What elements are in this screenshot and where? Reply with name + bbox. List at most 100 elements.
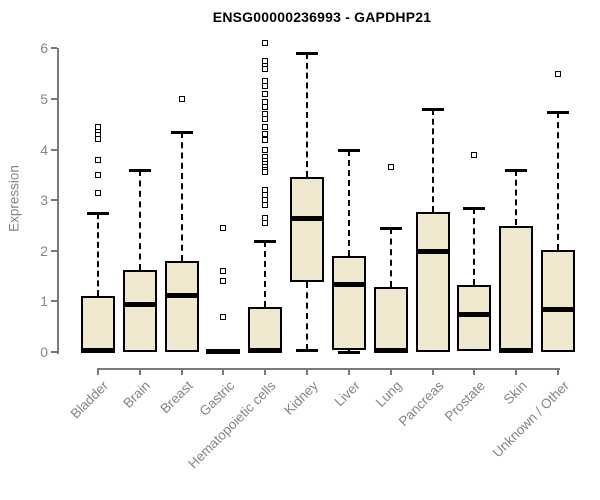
upper-whisker xyxy=(97,212,99,297)
boxplot-box xyxy=(331,255,366,351)
upper-whisker xyxy=(264,240,267,308)
y-axis-tick xyxy=(51,300,57,303)
boxplot-box xyxy=(457,285,492,351)
upper-whisker-cap xyxy=(463,206,486,210)
upper-whisker-cap xyxy=(128,168,151,172)
outlier-point xyxy=(178,96,185,102)
outlier-point xyxy=(262,123,269,130)
boxplot-box xyxy=(81,296,115,352)
x-tick-label: Unknown / Other xyxy=(489,378,572,461)
lower-whisker-cap xyxy=(337,351,360,354)
median-line xyxy=(164,293,199,299)
median-line xyxy=(415,248,450,254)
x-tick-label: Breast xyxy=(157,378,196,417)
upper-whisker xyxy=(138,169,141,270)
outlier-point xyxy=(555,70,561,77)
median-line xyxy=(248,347,283,353)
outlier-point xyxy=(220,313,227,320)
x-axis-tick xyxy=(306,368,309,375)
boxplot-box xyxy=(499,225,534,352)
median-line xyxy=(122,301,157,307)
x-axis-tick xyxy=(389,368,392,375)
upper-whisker-cap xyxy=(421,108,444,112)
x-axis-tick xyxy=(222,368,225,375)
x-axis-tick xyxy=(473,368,476,375)
upper-whisker xyxy=(473,207,476,286)
y-axis-tick xyxy=(51,351,57,353)
x-tick-label: Bladder xyxy=(68,378,112,422)
boxplot-box xyxy=(290,177,325,283)
upper-whisker xyxy=(389,228,392,288)
upper-whisker-cap xyxy=(170,130,193,134)
x-tick-label: Brain xyxy=(120,378,154,411)
median-line xyxy=(499,347,534,353)
x-axis-tick xyxy=(264,368,267,375)
x-tick-label: Skin xyxy=(500,378,530,408)
median-line xyxy=(206,348,241,354)
y-tick-label: 0 xyxy=(40,344,48,360)
x-axis-tick xyxy=(180,368,183,375)
outlier-point xyxy=(262,103,269,110)
outlier-point xyxy=(387,164,394,171)
upper-whisker-cap xyxy=(296,52,319,56)
outlier-point xyxy=(262,146,269,153)
outlier-point xyxy=(262,131,269,138)
x-tick-label: Liver xyxy=(331,378,363,410)
boxplot-box xyxy=(541,249,575,352)
median-line xyxy=(373,348,408,354)
y-tick-label: 1 xyxy=(40,293,48,310)
x-tick-label: Lung xyxy=(372,378,405,410)
y-tick-label: 2 xyxy=(40,242,48,259)
upper-whisker-cap xyxy=(254,239,277,243)
outlier-point xyxy=(262,40,269,47)
x-axis-tick xyxy=(431,368,434,375)
outlier-point xyxy=(220,268,227,275)
y-tick-label: 4 xyxy=(40,141,48,158)
outlier-point xyxy=(262,65,269,72)
x-axis-tick xyxy=(138,368,141,375)
y-axis-tick xyxy=(51,47,57,50)
boxplot-box xyxy=(122,269,157,352)
median-line xyxy=(457,312,492,318)
outlier-point xyxy=(262,137,269,144)
outlier-point xyxy=(95,156,101,163)
upper-whisker-cap xyxy=(547,110,569,114)
boxplot-box xyxy=(164,260,199,352)
y-axis-tick xyxy=(51,249,57,252)
outlier-point xyxy=(262,83,269,90)
upper-whisker xyxy=(306,53,309,178)
boxplot-box xyxy=(373,287,408,352)
x-axis-tick xyxy=(557,368,559,375)
y-axis-line xyxy=(57,48,59,354)
median-line xyxy=(331,281,366,287)
outlier-point xyxy=(95,171,101,178)
median-line xyxy=(541,306,575,312)
y-axis-tick xyxy=(51,148,57,151)
outlier-point xyxy=(471,151,478,158)
chart-title: ENSG00000236993 - GAPDHP21 xyxy=(212,9,432,25)
y-tick-label: 6 xyxy=(40,40,48,57)
outlier-point xyxy=(262,90,269,97)
lower-whisker-cap xyxy=(296,349,319,353)
outlier-point xyxy=(262,202,269,209)
y-axis-tick xyxy=(51,98,57,100)
upper-whisker xyxy=(515,169,518,226)
x-tick-label: Gastric xyxy=(196,378,238,419)
median-line xyxy=(290,215,325,221)
x-axis-tick xyxy=(97,368,99,375)
x-axis-line xyxy=(97,368,560,370)
x-axis-tick xyxy=(515,368,518,375)
x-tick-label: Pancreas xyxy=(395,378,447,429)
boxplot-box xyxy=(415,212,450,352)
outlier-point xyxy=(262,219,269,226)
outlier-point xyxy=(95,123,101,130)
outlier-point xyxy=(220,225,227,232)
upper-whisker xyxy=(180,131,183,261)
upper-whisker xyxy=(347,149,350,256)
x-tick-label: Prostate xyxy=(441,378,488,425)
upper-whisker-cap xyxy=(505,168,528,172)
outlier-point xyxy=(262,169,269,176)
lower-whisker xyxy=(306,282,309,351)
